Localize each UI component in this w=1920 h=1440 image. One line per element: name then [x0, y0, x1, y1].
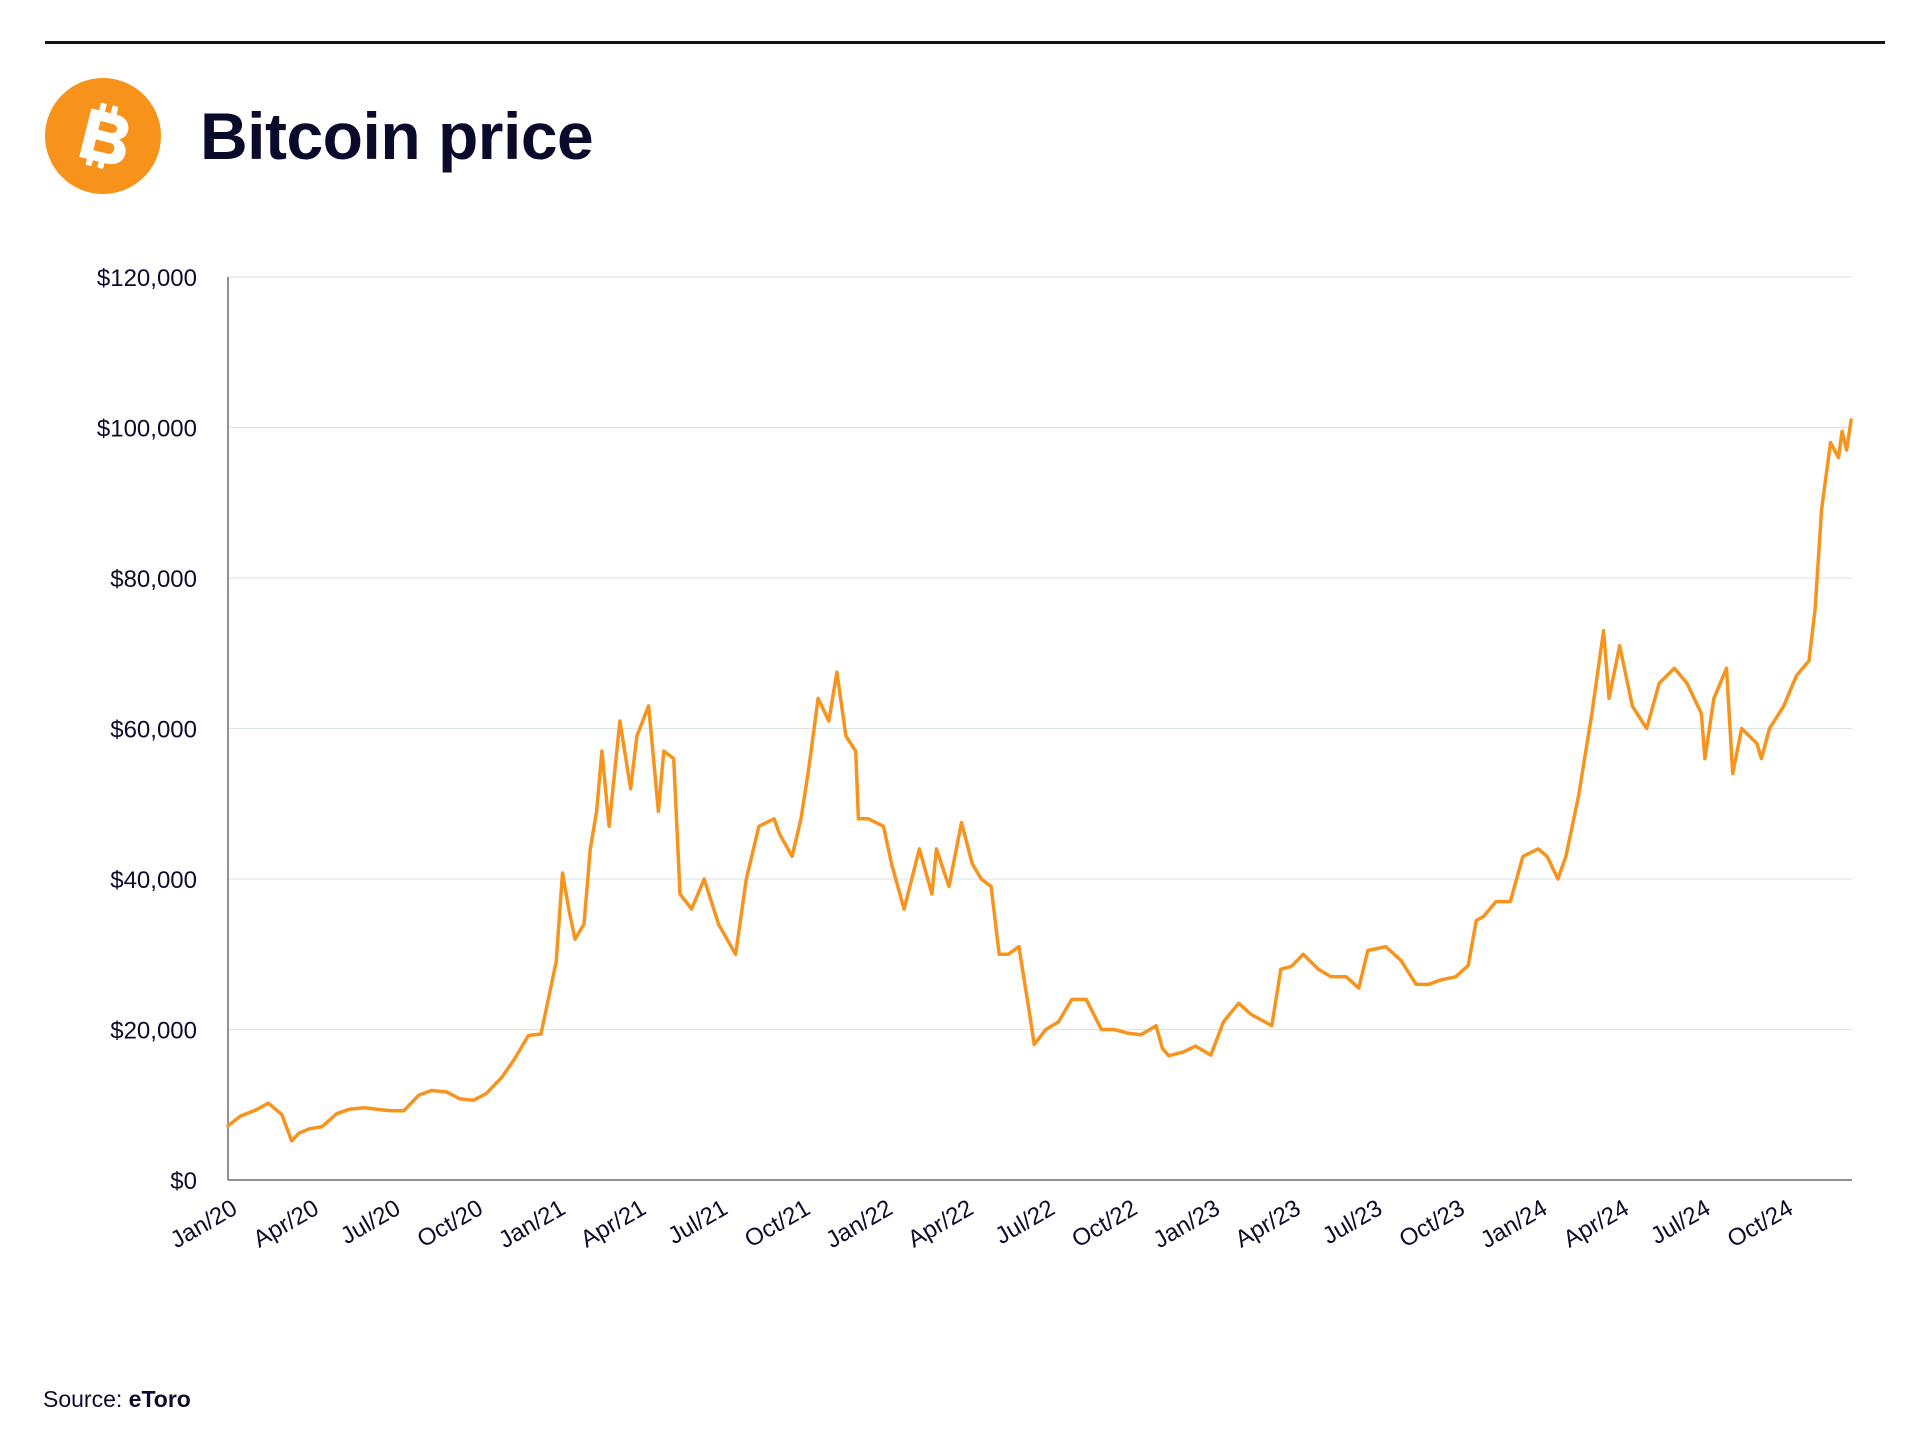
x-tick-label: Jan/22	[821, 1195, 897, 1254]
x-tick-label: Jul/20	[336, 1195, 405, 1250]
x-tick-label: Jan/24	[1476, 1195, 1552, 1254]
x-tick-label: Jan/23	[1149, 1195, 1225, 1254]
x-tick-label: Apr/21	[576, 1195, 651, 1254]
axes	[227, 277, 1852, 1181]
y-tick-label: $120,000	[97, 265, 197, 292]
x-tick-label: Oct/24	[1723, 1195, 1798, 1254]
source-name: eToro	[128, 1386, 191, 1412]
x-tick-label: Jul/21	[663, 1195, 732, 1250]
page-title: Bitcoin price	[200, 99, 594, 173]
x-tick-label: Apr/23	[1231, 1195, 1306, 1254]
grid-lines	[228, 276, 1852, 1030]
y-tick-label: $60,000	[110, 717, 197, 744]
y-tick-label: $20,000	[110, 1018, 197, 1045]
x-tick-label: Oct/20	[413, 1195, 488, 1254]
x-tick-label: Oct/22	[1067, 1195, 1142, 1254]
y-tick-label: $40,000	[110, 867, 197, 894]
bitcoin-symbol-icon	[79, 102, 129, 169]
x-tick-label: Oct/23	[1395, 1195, 1470, 1254]
x-tick-label: Jan/21	[494, 1195, 570, 1254]
bitcoin-logo-icon	[45, 78, 161, 194]
bitcoin-price-chart: $0 $20,000 $40,000 $60,000 $80,000 $100,000 $1…	[97, 265, 1853, 1254]
x-tick-label: Jul/22	[991, 1195, 1060, 1250]
y-tick-label: $100,000	[97, 416, 197, 443]
x-tick-label: Oct/21	[740, 1195, 815, 1254]
x-tick-label: Apr/24	[1559, 1195, 1634, 1254]
source-label: Source:	[43, 1386, 123, 1412]
x-tick-label: Jan/20	[166, 1195, 242, 1254]
y-tick-label: $80,000	[110, 566, 197, 593]
y-axis-ticks: $0 $20,000 $40,000 $60,000 $80,000 $100,000 $1…	[97, 265, 197, 1195]
price-line-series	[226, 418, 1853, 1143]
x-tick-label: Jul/24	[1646, 1195, 1715, 1250]
x-axis-ticks: Jan/20 Apr/20 Jul/20 Oct/20 Jan/21 Apr/21 Jul/…	[166, 1195, 1798, 1254]
source-note: Source: eToro	[43, 1386, 191, 1413]
x-tick-label: Jul/23	[1318, 1195, 1387, 1250]
top-rule	[45, 41, 1885, 44]
x-tick-label: Apr/20	[249, 1195, 324, 1254]
y-tick-label: $0	[170, 1168, 197, 1195]
x-tick-label: Apr/22	[903, 1195, 978, 1254]
